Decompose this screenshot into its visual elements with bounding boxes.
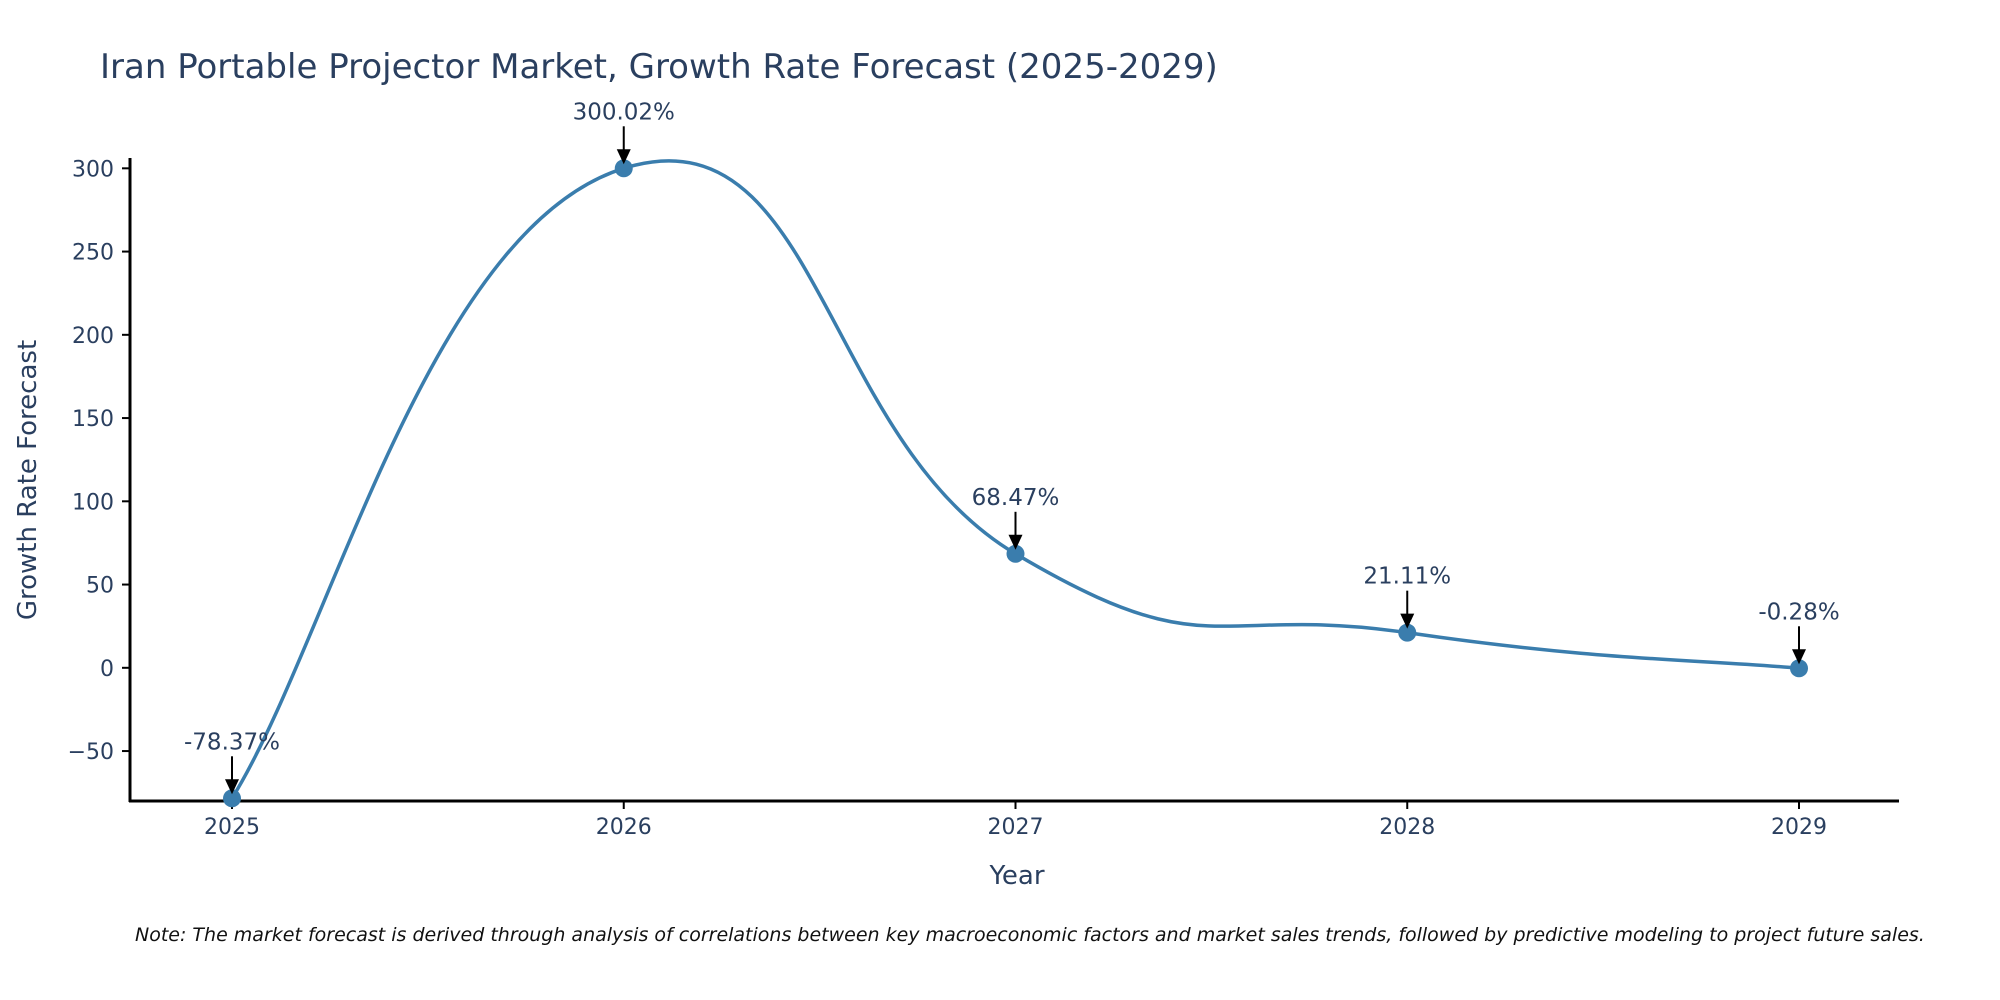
annotation-arrow-head: [225, 779, 239, 795]
data-point: [1790, 659, 1808, 678]
x-tick-label: 2027: [988, 815, 1044, 840]
x-tick-label: 2029: [1771, 815, 1827, 840]
y-tick-label: 150: [72, 407, 114, 432]
data-label: 300.02%: [573, 99, 675, 125]
annotation-arrow-head: [1792, 649, 1806, 665]
y-tick-label: −50: [68, 740, 114, 765]
data-label: 21.11%: [1363, 564, 1451, 590]
series-line: [230, 159, 1800, 800]
y-tick-label: 0: [100, 657, 114, 682]
chart-title: Iran Portable Projector Market, Growth R…: [100, 47, 1218, 87]
series-growth-rate: [223, 159, 1808, 808]
data-point: [223, 789, 241, 808]
annotation-arrow-head: [1008, 534, 1023, 550]
y-tick-label: 50: [86, 574, 114, 599]
footnote: Note: The market forecast is derived thr…: [135, 924, 1925, 946]
y-axis: −50 0 50 100 150 200 250 300: [68, 157, 132, 802]
x-axis-title: Year: [988, 861, 1044, 891]
data-label: 68.47%: [972, 485, 1060, 511]
data-labels: -78.37% 300.02% 68.47% 21.11% -0.28%: [184, 99, 1840, 795]
annotation-arrow-head: [1400, 613, 1415, 629]
data-label: -0.28%: [1758, 599, 1839, 625]
data-point: [614, 159, 633, 178]
x-tick-label: 2028: [1379, 815, 1435, 840]
y-tick-label: 100: [72, 490, 114, 515]
data-point: [1006, 544, 1025, 563]
y-tick-label: 250: [72, 241, 114, 266]
data-point: [1398, 623, 1417, 642]
y-tick-label: 300: [72, 157, 114, 182]
data-label: -78.37%: [184, 729, 280, 755]
annotation-arrow-head: [616, 149, 631, 165]
y-axis-title: Growth Rate Forecast: [13, 340, 43, 620]
x-axis: 2025 2026 2027 2028 2029: [129, 799, 1899, 840]
x-tick-label: 2026: [596, 815, 652, 840]
x-tick-label: 2025: [204, 815, 260, 840]
y-tick-label: 200: [72, 324, 114, 349]
